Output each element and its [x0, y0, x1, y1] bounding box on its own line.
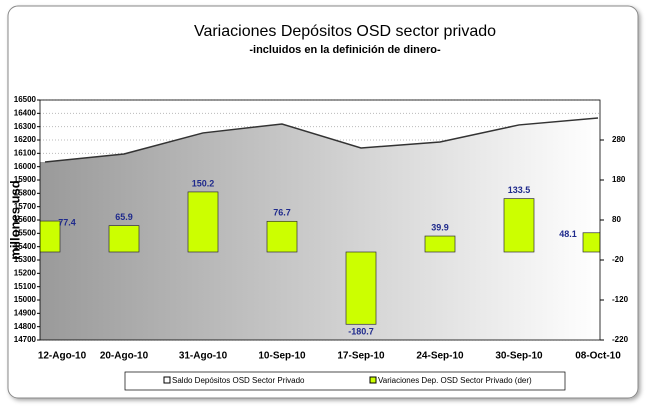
plot: [40, 117, 600, 340]
bar: [187, 191, 219, 253]
legend-label: Saldo Depósitos OSD Sector Privado: [172, 376, 305, 385]
bar: [345, 251, 377, 325]
bar: [582, 232, 600, 253]
y2-tick-label: -20: [612, 255, 624, 264]
x-tick-label: 12-Ago-10: [38, 351, 87, 362]
data-label: 65.9: [115, 212, 133, 222]
x-tick-label: 08-Oct-10: [575, 351, 621, 362]
y2-tick-label: 180: [612, 175, 626, 184]
data-label: 77.4: [58, 217, 76, 227]
y-tick-label: 15700: [14, 202, 37, 211]
x-tick-label: 24-Sep-10: [416, 351, 464, 362]
y-tick-label: 14700: [14, 335, 37, 344]
y2-tick-label: 80: [612, 215, 621, 224]
bar: [266, 220, 298, 253]
x-tick-label: 10-Sep-10: [258, 351, 306, 362]
bar: [424, 235, 456, 253]
y-tick-label: 15000: [14, 295, 37, 304]
y-axis-label: millones usd: [7, 180, 22, 260]
y2-tick-label: -120: [612, 295, 629, 304]
data-label: 133.5: [508, 185, 531, 195]
y-tick-label: 15200: [14, 268, 37, 277]
x-tick-label: 17-Sep-10: [337, 351, 385, 362]
y-tick-label: 15800: [14, 188, 37, 197]
y-tick-label: 15500: [14, 228, 37, 237]
data-label: 150.2: [192, 178, 215, 188]
y-tick-label: 16400: [14, 108, 37, 117]
y-tick-label: 16200: [14, 135, 37, 144]
x-tick-label: 20-Ago-10: [100, 351, 149, 362]
data-label: 48.1: [559, 229, 577, 239]
y-tick-label: 15400: [14, 242, 37, 251]
bar: [503, 198, 535, 253]
y-tick-label: 16300: [14, 122, 37, 131]
legend-swatch: [163, 376, 171, 384]
y-tick-label: 15300: [14, 255, 37, 264]
data-label: 39.9: [431, 222, 449, 232]
legend-label: Variaciones Dep. OSD Sector Privado (der…: [378, 376, 532, 385]
legend-swatch: [369, 376, 377, 384]
plot-frame: [39, 99, 601, 341]
y-tick-label: 15900: [14, 175, 37, 184]
y-tick-label: 14800: [14, 322, 37, 331]
x-tick-label: 31-Ago-10: [179, 351, 228, 362]
y-tick-label: 16500: [14, 95, 37, 104]
y-tick-label: 15100: [14, 282, 37, 291]
chart-title: Variaciones Depósitos OSD sector privado: [194, 23, 496, 40]
y-tick-label: 16100: [14, 148, 37, 157]
y2-tick-label: -220: [612, 335, 629, 344]
bar: [108, 225, 140, 253]
y-tick-label: 14900: [14, 308, 37, 317]
y-tick-label: 16000: [14, 162, 37, 171]
chart-subtitle: -incluidos en la definición de dinero-: [249, 44, 441, 56]
bar: [40, 220, 61, 253]
y-tick-label: 15600: [14, 215, 37, 224]
line: [44, 117, 599, 163]
legend-box: [124, 371, 566, 391]
data-label: 76.7: [273, 208, 291, 218]
x-tick-label: 30-Sep-10: [495, 351, 543, 362]
y2-tick-label: 280: [612, 135, 626, 144]
area: [40, 118, 600, 340]
data-label: -180.7: [348, 327, 374, 337]
